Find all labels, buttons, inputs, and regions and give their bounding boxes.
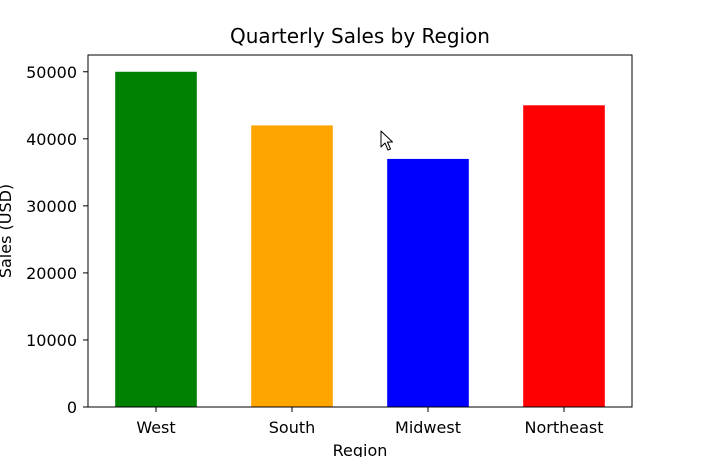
plot-area: West South Midwest Northeast 0 10000 20000 3000… — [26, 54, 633, 437]
x-tick-label: South — [269, 418, 316, 437]
x-tick-label: Midwest — [395, 418, 461, 437]
bar-south — [251, 125, 333, 408]
y-tick-label: 30000 — [26, 197, 77, 216]
mouse-cursor-icon — [380, 130, 393, 151]
x-tick-label: West — [136, 418, 175, 437]
y-axis-label: Sales (USD) — [0, 184, 15, 278]
chart-title: Quarterly Sales by Region — [230, 24, 490, 48]
y-tick-label: 40000 — [26, 130, 77, 149]
plot-frame — [87, 54, 633, 408]
bar-midwest — [387, 158, 469, 407]
y-tick-label: 20000 — [26, 264, 77, 283]
bar-west — [115, 71, 197, 407]
x-tick-label: Northeast — [524, 418, 603, 437]
y-tick-label: 0 — [67, 398, 77, 417]
bar-northeast — [523, 105, 605, 407]
y-tick-label: 50000 — [26, 63, 77, 82]
x-axis-label: Region — [333, 441, 388, 457]
y-tick-label: 10000 — [26, 331, 77, 350]
